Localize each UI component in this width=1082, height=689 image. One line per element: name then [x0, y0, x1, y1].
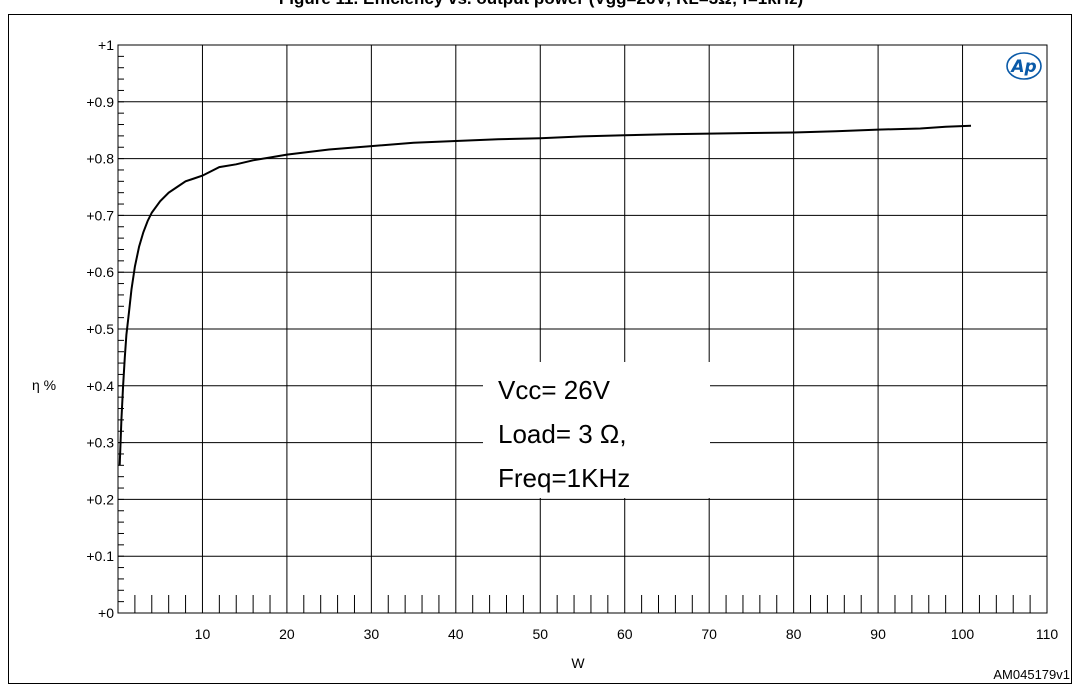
y-tick-label: +0.2 [86, 491, 114, 507]
x-tick-label: 80 [786, 626, 802, 642]
grid-lines [118, 44, 1048, 614]
y-tick-label: +0.3 [86, 435, 114, 451]
x-axis-label: W [571, 655, 585, 671]
annotation-load: Load= 3 Ω, [498, 419, 627, 449]
y-tick-label: +0.5 [86, 321, 114, 337]
annotation-vcc: Vcc= 26V [498, 375, 611, 405]
x-tick-label: 50 [532, 626, 548, 642]
x-tick-label: 60 [617, 626, 633, 642]
x-tick-label: 20 [279, 626, 295, 642]
x-tick-label: 40 [448, 626, 464, 642]
y-tick-label: +0.1 [86, 548, 114, 564]
y-axis-label: η % [32, 377, 56, 393]
x-tick-label: 100 [951, 626, 975, 642]
y-tick-label: +0.9 [86, 94, 114, 110]
y-tick-label: +1 [98, 37, 114, 53]
y-tick-label: +0.6 [86, 264, 114, 280]
x-tick-label: 70 [701, 626, 717, 642]
y-tick-labels: +0 +0.1 +0.2 +0.3 +0.4 +0.5 +0.6 +0.7 +0.8 +0.9 +1 [86, 37, 114, 621]
figure-frame [8, 14, 1072, 684]
y-tick-label: +0.7 [86, 207, 114, 223]
x-tick-label: 30 [364, 626, 380, 642]
figure-title-clipped: Figure 11. Efficiency vs. output power (… [0, 0, 1082, 9]
x-tick-label: 10 [195, 626, 211, 642]
plot-area [117, 44, 1048, 614]
x-tick-label: 90 [870, 626, 886, 642]
ap-logo-icon: Ap [1006, 52, 1042, 80]
y-tick-label: +0.8 [86, 151, 114, 167]
annotation-freq: Freq=1KHz [498, 463, 630, 493]
y-tick-label: +0.4 [86, 378, 114, 394]
annotation-box [483, 362, 710, 498]
x-tick-label: 110 [1036, 626, 1059, 642]
y-tick-label: +0 [98, 605, 114, 621]
ap-logo-text: Ap [1009, 57, 1036, 77]
figure-id: AM045179v1 [993, 667, 1070, 682]
x-tick-labels: 10 20 30 40 50 60 70 80 90 100 110 [195, 626, 1059, 642]
efficiency-curve [118, 124, 972, 466]
